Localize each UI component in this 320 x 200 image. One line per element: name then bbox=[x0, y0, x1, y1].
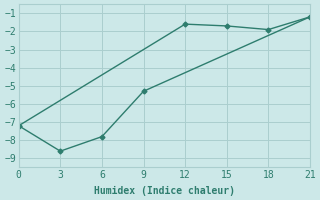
X-axis label: Humidex (Indice chaleur): Humidex (Indice chaleur) bbox=[94, 186, 235, 196]
